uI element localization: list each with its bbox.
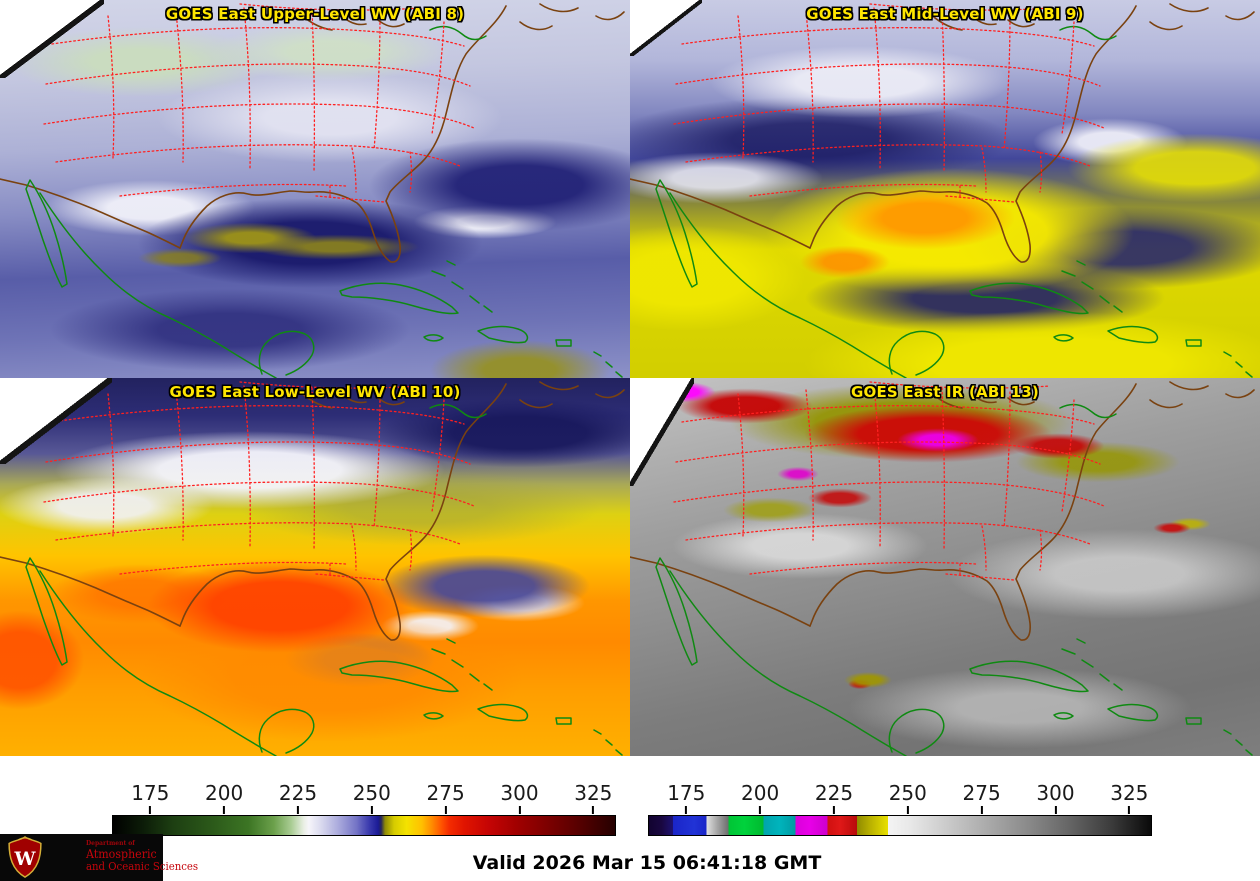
- logo-text: Department of Atmospheric and Oceanic Sc…: [86, 839, 198, 873]
- earth-limb-corner: [0, 0, 104, 78]
- wv-colorbar-gradient: [112, 815, 616, 836]
- tick-mark: [518, 806, 521, 814]
- panel-ir: GOES East IR (ABI 13): [630, 378, 1260, 756]
- tick-mark: [444, 806, 447, 814]
- colorbar-tick: 175: [131, 783, 169, 814]
- tick-mark: [1128, 806, 1131, 814]
- logo-line1: Atmospheric: [86, 847, 157, 861]
- panel-low-level-wv: GOES East Low-Level WV (ABI 10): [0, 378, 630, 756]
- colorbar-tick: 325: [574, 783, 612, 814]
- tick-mark: [223, 806, 226, 814]
- panel-title-mid-wv: GOES East Mid-Level WV (ABI 9): [806, 5, 1084, 23]
- tick-mark: [980, 806, 983, 814]
- tick-mark: [1054, 806, 1057, 814]
- colorbar-tick: 200: [205, 783, 243, 814]
- panel-title-upper-wv: GOES East Upper-Level WV (ABI 8): [165, 5, 465, 23]
- panel-title-ir: GOES East IR (ABI 13): [850, 383, 1039, 401]
- satellite-imagery-ir: [630, 378, 1260, 756]
- panel-upper-level-wv: GOES East Upper-Level WV (ABI 8): [0, 0, 630, 378]
- tick-mark: [296, 806, 299, 814]
- svg-text:W: W: [14, 848, 37, 870]
- colorbar-tick: 325: [1110, 783, 1148, 814]
- uw-crest-icon: W: [8, 836, 42, 878]
- colorbar-tick: 275: [427, 783, 465, 814]
- colorbar-tick: 300: [500, 783, 539, 814]
- colorbar-tick: 225: [279, 783, 317, 814]
- tick-mark: [759, 806, 762, 814]
- colorbar-tick: 250: [353, 783, 391, 814]
- tick-mark: [832, 806, 835, 814]
- colorbar-tick: 275: [963, 783, 1001, 814]
- colorbar-tick: 225: [815, 783, 853, 814]
- footer: 175 200 225 250 275 300 325 175 200 225 …: [0, 756, 1260, 881]
- tick-mark: [149, 806, 152, 814]
- colorbar-tick: 250: [889, 783, 927, 814]
- panel-grid: GOES East Upper-Level WV (ABI 8) GOES Ea…: [0, 0, 1260, 756]
- earth-limb-corner: [0, 378, 112, 464]
- colorbar-tick: 300: [1036, 783, 1075, 814]
- ir-colorbar-gradient: [648, 815, 1152, 836]
- map-boundaries-overlay: [630, 381, 1255, 756]
- panel-mid-level-wv: GOES East Mid-Level WV (ABI 9): [630, 0, 1260, 378]
- map-boundaries-overlay: [630, 3, 1255, 378]
- ir-colorbar: 175 200 225 250 275 300 325: [648, 783, 1152, 837]
- satellite-imagery-mid-wv: [630, 0, 1260, 378]
- earth-limb-corner: [630, 0, 702, 56]
- wv-colorbar: 175 200 225 250 275 300 325: [112, 783, 616, 837]
- valid-timestamp: Valid 2026 Mar 15 06:41:18 GMT: [472, 852, 822, 874]
- tick-mark: [906, 806, 909, 814]
- panel-title-low-wv: GOES East Low-Level WV (ABI 10): [169, 383, 461, 401]
- tick-mark: [592, 806, 595, 814]
- satellite-imagery-upper-wv: [0, 0, 630, 378]
- logo-line2: and Oceanic Sciences: [86, 860, 199, 873]
- tick-mark: [685, 806, 688, 814]
- colorbar-tick: 200: [741, 783, 779, 814]
- tick-mark: [370, 806, 373, 814]
- earth-limb-corner: [630, 378, 694, 486]
- uw-aos-logo: W Department of Atmospheric and Oceanic …: [0, 834, 198, 881]
- colorbar-tick: 175: [667, 783, 705, 814]
- logo-department-prefix: Department of: [86, 839, 135, 847]
